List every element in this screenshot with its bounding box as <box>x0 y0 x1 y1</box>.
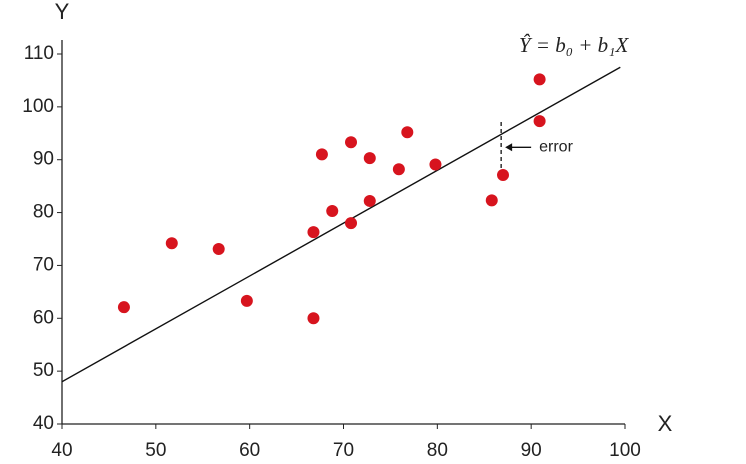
y-tick-label: 50 <box>33 360 54 381</box>
point <box>345 136 358 149</box>
error-label: error <box>539 139 573 156</box>
point <box>307 312 320 325</box>
point <box>429 158 442 171</box>
x-tick-label: 70 <box>333 440 354 461</box>
fit-line <box>61 66 621 383</box>
point <box>165 237 178 250</box>
x-tick-label: 100 <box>609 440 641 461</box>
y-tick-label: 80 <box>33 202 54 223</box>
x-axis-label: X <box>658 411 673 436</box>
point <box>315 148 328 161</box>
y-tick-label: 100 <box>22 96 54 117</box>
point <box>240 294 253 307</box>
fit-equation: Ŷ = b₀ + b₁X <box>519 33 630 57</box>
point <box>326 204 339 217</box>
point <box>363 152 376 165</box>
x-tick-label: 60 <box>239 440 260 461</box>
point <box>307 226 320 239</box>
y-tick-label: 70 <box>33 254 54 275</box>
x-tick-label: 50 <box>145 440 166 461</box>
point <box>117 301 130 314</box>
y-tick-label: 40 <box>33 413 54 434</box>
y-tick-label: 60 <box>33 307 54 328</box>
point <box>345 217 358 230</box>
point <box>497 169 510 182</box>
point <box>533 115 546 128</box>
y-axis-label: Y <box>55 0 70 24</box>
error-arrowhead <box>505 143 513 152</box>
point <box>363 194 376 207</box>
point <box>401 126 414 139</box>
x-tick-label: 40 <box>51 440 72 461</box>
point <box>392 163 405 176</box>
point <box>212 243 225 256</box>
y-tick-label: 90 <box>33 149 54 170</box>
point <box>485 194 498 207</box>
point <box>533 73 546 86</box>
x-tick-label: 80 <box>427 440 448 461</box>
y-tick-label: 110 <box>24 43 54 64</box>
x-tick-label: 90 <box>521 440 542 461</box>
